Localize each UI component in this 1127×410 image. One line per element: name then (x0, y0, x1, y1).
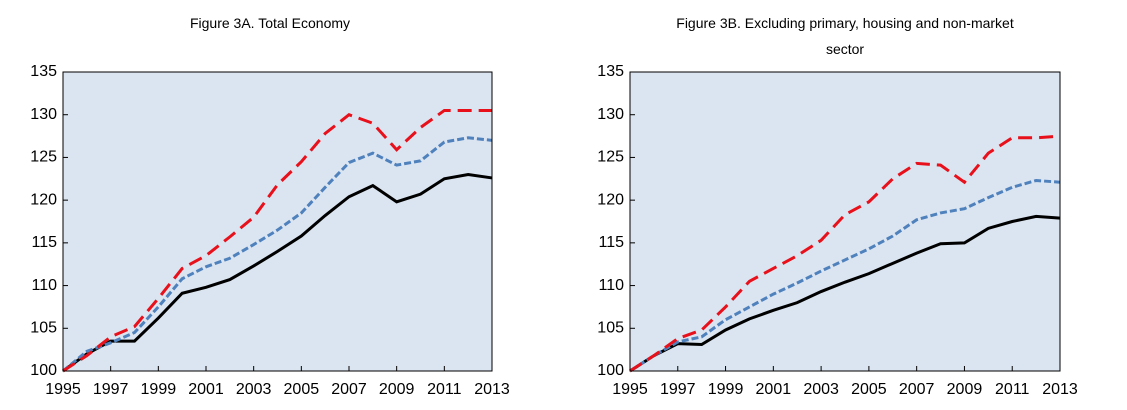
y-tick-label: 135 (30, 63, 57, 80)
y-tick-label: 105 (597, 320, 624, 337)
plot-border (629, 71, 1061, 372)
y-tick-label: 115 (31, 234, 57, 251)
y-tick-label: 125 (30, 149, 57, 166)
x-tick-label: 1997 (660, 381, 696, 398)
x-tick-label: 1995 (45, 381, 81, 398)
x-tick-label: 2007 (331, 381, 367, 398)
y-tick-label: 120 (30, 191, 57, 208)
x-tick-label: 2005 (851, 381, 887, 398)
series-line (62, 108, 492, 373)
series-line (629, 214, 1061, 373)
y-tick-label: 100 (30, 362, 57, 379)
x-tick-label: 2009 (947, 381, 983, 398)
x-tick-label: 2011 (427, 381, 462, 398)
x-tick-label: 2009 (379, 381, 415, 398)
series-line (629, 178, 1061, 373)
y-tick-label: 110 (598, 277, 624, 294)
x-tick-label: 2013 (474, 381, 510, 398)
y-tick-label: 105 (30, 320, 57, 337)
y-tick-label: 120 (597, 191, 624, 208)
y-tick-label: 110 (31, 277, 57, 294)
y-tick-label: 100 (597, 362, 624, 379)
x-tick-label: 2007 (899, 381, 935, 398)
series-line (629, 134, 1061, 373)
series-line (62, 172, 493, 373)
x-tick-label: 2003 (236, 381, 272, 398)
x-tick-label: 2005 (284, 381, 320, 398)
y-tick-label: 135 (597, 63, 624, 80)
x-tick-label: 1999 (141, 381, 177, 398)
plot-area (630, 72, 1060, 371)
x-tick-label: 2001 (756, 381, 792, 398)
y-tick-label: 115 (598, 234, 624, 251)
y-tick-label: 125 (597, 149, 624, 166)
plot-area (63, 72, 492, 371)
x-tick-label: 2011 (995, 381, 1030, 398)
chart-title: Figure 3A. Total Economy (189, 15, 351, 31)
x-tick-label: 1997 (93, 381, 129, 398)
plot-border (62, 71, 493, 372)
y-tick-label: 130 (30, 106, 57, 123)
chart-title: Figure 3B. Excluding primary, housing an… (676, 15, 1014, 57)
x-tick-label: 2003 (803, 381, 839, 398)
y-tick-label: 130 (597, 106, 624, 123)
x-tick-label: 2001 (188, 381, 224, 398)
x-tick-label: 2013 (1042, 381, 1078, 398)
series-line (62, 136, 493, 373)
x-tick-label: 1995 (612, 381, 648, 398)
x-tick-label: 1999 (708, 381, 744, 398)
